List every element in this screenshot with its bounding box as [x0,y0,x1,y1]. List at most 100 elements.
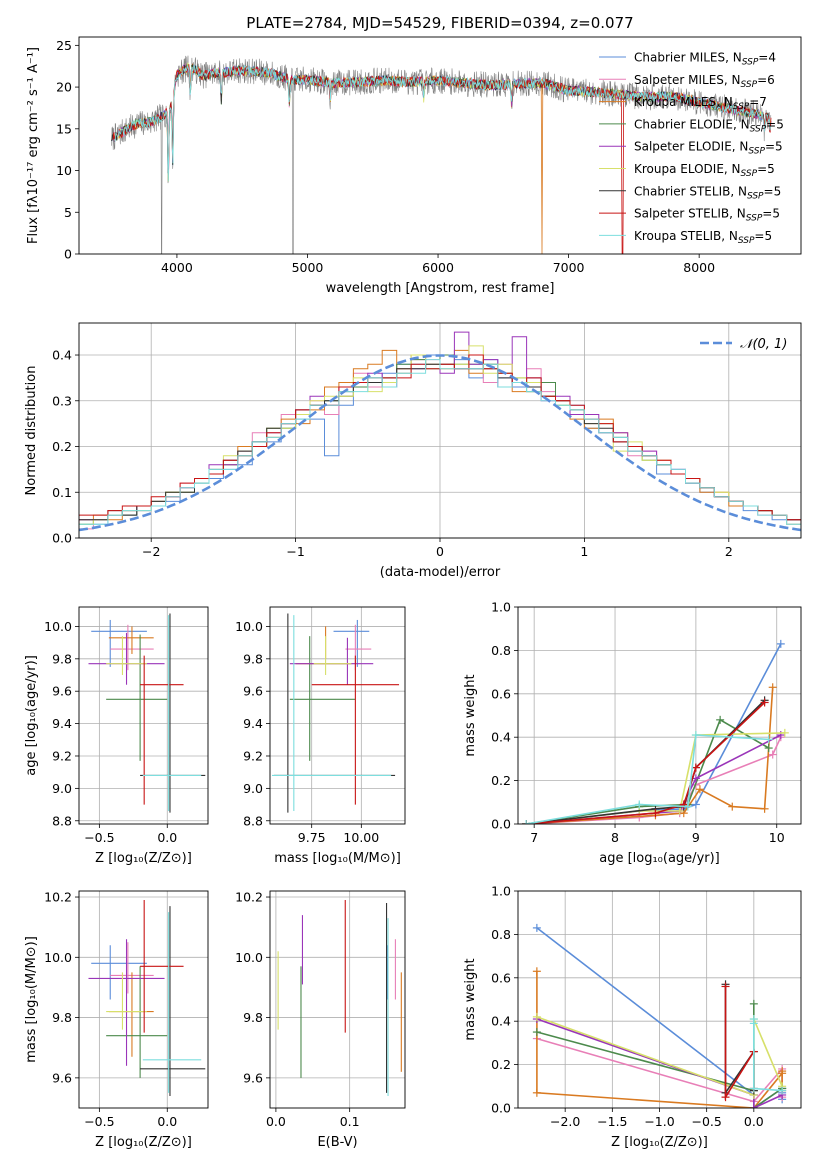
x-tick-label: 8000 [683,260,715,275]
axes-frame [78,606,209,825]
error-bar-marker [106,972,147,1030]
error-bar-marker [140,900,184,1033]
legend-label: Kroupa STELIB, NSSP=5 [634,229,772,246]
y-tick-label: 0.0 [491,1101,511,1116]
chart-title: PLATE=2784, MJD=54529, FIBERID=0394, z=0… [246,14,633,32]
error-bar-marker [88,939,165,1066]
plus-marker [532,1028,541,1037]
x-tick-label: 0 [436,544,444,559]
legend-label: Salpeter ELODIE, NSSP=5 [634,140,783,157]
plus-marker [721,982,730,991]
x-tick-label: 5000 [292,260,324,275]
axes-frame [78,322,802,539]
y-tick-label: 9.8 [243,651,263,666]
axes-frame [517,606,802,825]
x-tick-label: 7 [530,830,538,845]
y-tick-label: 0.4 [52,348,72,363]
error-bar-marker [295,626,352,665]
weight-line [526,736,782,824]
y-tick-label: 0.6 [491,970,511,985]
plus-marker [635,800,644,809]
y-tick-label: 10.0 [235,950,263,965]
x-tick-label: −0.5 [691,1114,721,1129]
plus-marker [691,763,700,772]
x-tick-label: 0.0 [157,1114,177,1129]
y-tick-label: 10.0 [44,619,72,634]
error-bar-marker [91,619,147,667]
axes-mass_vs_reddening: 0.0 0.1 9.6 9.8 10.0 10.2 E(B-V) [235,890,406,1150]
plot-area-age_vs_metallicity [88,613,206,813]
legend-label: Kroupa MILES, NSSP=7 [634,95,767,112]
y-tick-label: 9.0 [243,781,263,796]
y-tick-label: 20 [56,80,72,95]
x-axis-label: mass [log₁₀(M/M⊙)] [274,851,401,866]
x-tick-label: 9.75 [298,830,326,845]
y-tick-label: 0.4 [491,730,511,745]
plus-marker [691,731,700,740]
legend-name: Kroupa STELIB [634,229,721,243]
plus-marker [778,1086,787,1095]
plus-marker [768,683,777,692]
error-bar-marker [140,906,206,1096]
plus-marker [651,809,660,818]
error-bar-marker [271,615,392,812]
plot-area-mass_weight_vs_metallicity [532,923,787,1108]
legend-name: Salpeter STELIB [634,207,729,221]
legend-name: Chabrier ELODIE [634,117,733,131]
x-tick-label: 0.1 [340,1114,360,1129]
x-tick-label: 0.0 [266,1114,286,1129]
x-axis-label: Z [log₁₀(Z/Z⊙)] [95,851,192,866]
weight-line [724,986,755,1101]
plot-area-residual_histogram [79,331,801,538]
legend-label: Salpeter MILES, NSSP=6 [634,73,775,90]
legend-label: Chabrier STELIB, NSSP=5 [634,184,781,201]
x-axis-label: (data-model)/error [380,565,501,580]
x-tick-label: 6000 [422,260,454,275]
plus-marker [728,802,737,811]
axes-frame [517,890,802,1109]
y-tick-label: 9.6 [243,1070,263,1085]
legend-name: Salpeter MILES [634,73,724,87]
y-tick-label: 8.8 [52,813,72,828]
x-tick-label: −1.0 [644,1114,674,1129]
legend-label: Chabrier MILES, NSSP=4 [634,51,776,68]
y-tick-label: 8.8 [243,813,263,828]
y-axis-label: mass weight [463,674,478,756]
plus-marker [776,639,785,648]
legend-name: Kroupa MILES [634,95,716,109]
y-axis-label: mass [log₁₀(M/M⊙)] [24,936,39,1063]
plus-marker [760,698,769,707]
x-tick-label: −2.0 [550,1114,580,1129]
y-tick-label: 10.2 [44,890,72,905]
error-bar-marker [289,637,374,685]
plus-marker [675,806,684,815]
legend-label: Chabrier ELODIE, NSSP=5 [634,117,784,134]
x-axis-label: wavelength [Angstrom, rest frame] [326,281,555,296]
y-tick-label: 9.2 [52,748,72,763]
error-bar-marker [140,613,206,813]
y-tick-label: 0.1 [52,485,72,500]
plus-marker [695,785,704,794]
y-tick-label: 0.0 [52,531,72,546]
error-bar-marker [289,636,356,761]
y-tick-label: 0.0 [491,817,511,832]
x-tick-label: −0.5 [84,830,114,845]
y-tick-label: 5 [64,205,72,220]
y-tick-label: 25 [56,38,72,53]
error-bar-marker [313,636,352,676]
x-tick-label: −1 [286,544,304,559]
x-tick-label: −1.5 [597,1114,627,1129]
plot-area-age_vs_mass [271,613,400,813]
x-tick-label: −0.5 [84,1114,114,1129]
weight-line [536,1003,783,1108]
y-tick-label: 10.0 [44,950,72,965]
error-bar-marker [108,626,154,654]
axes-spectrum: 4000 5000 6000 7000 8000 0 5 10 15 20 25 wavelength… [26,14,802,296]
error-bar-marker [91,945,147,1000]
y-tick-label: 9.8 [243,1010,263,1025]
axes-age_vs_metallicity: −0.5 0.0 8.8 9.0 9.2 9.4 9.6 9.8 10.0 Z [log₁₀(Z/… [24,606,209,866]
y-tick-label: 9.4 [243,716,263,731]
plus-marker [691,800,700,809]
error-bar-marker [311,655,400,805]
